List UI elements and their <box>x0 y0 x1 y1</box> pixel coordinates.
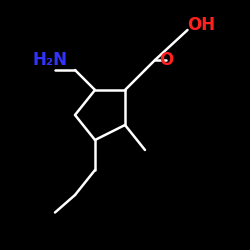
Text: O: O <box>159 51 174 69</box>
Text: OH: OH <box>188 16 216 34</box>
Text: H₂N: H₂N <box>32 51 68 69</box>
